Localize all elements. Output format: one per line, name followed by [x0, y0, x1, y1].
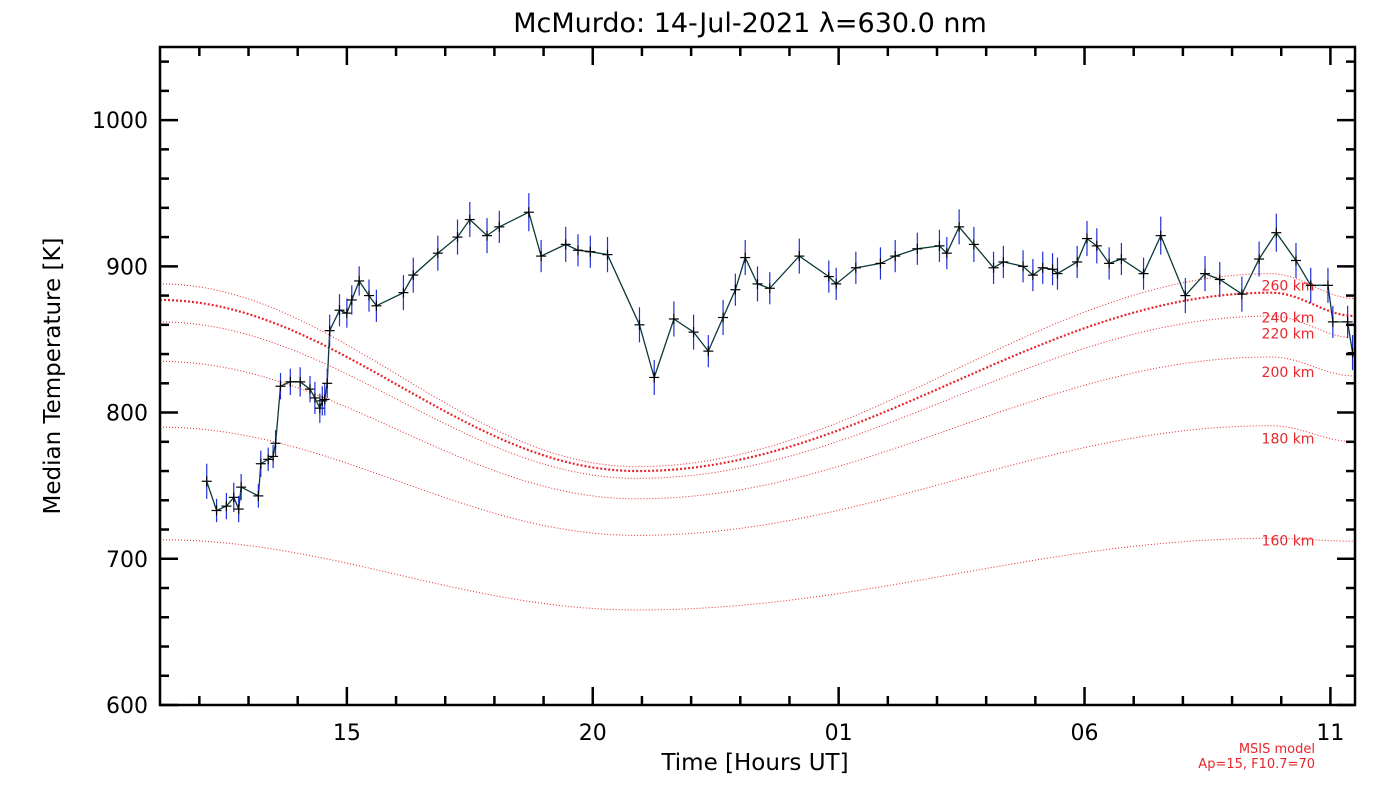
- y-tick-label: 800: [106, 402, 148, 427]
- model-label-180-km: 180 km: [1262, 432, 1315, 448]
- x-tick-label: 15: [333, 721, 361, 746]
- x-axis-ticks: 15 20 01 06 11: [198, 47, 1344, 746]
- model-label-200-km: 200 km: [1262, 365, 1315, 381]
- x-tick-label: 01: [825, 721, 853, 746]
- y-tick-label: 600: [106, 694, 148, 719]
- x-tick-label: 06: [1071, 721, 1099, 746]
- y-axis-ticks: 600 700 800 900 1000: [92, 60, 1355, 719]
- model-label-220-km: 220 km: [1262, 327, 1315, 343]
- observed-line: [206, 211, 1355, 512]
- model-curve-240-km: [160, 291, 1355, 473]
- model-curve-160-km: [160, 537, 1355, 611]
- y-tick-label: 900: [106, 255, 148, 280]
- chart-title: McMurdo: 14-Jul-2021 λ=630.0 nm: [513, 8, 987, 39]
- y-axis-label: Median Temperature [K]: [40, 238, 66, 515]
- model-curve-180-km: [160, 425, 1355, 536]
- plot-frame: [158, 45, 1357, 707]
- y-tick-label: 1000: [92, 109, 148, 134]
- x-axis-label: Time [Hours UT]: [660, 750, 848, 776]
- model-label-260-km: 260 km: [1262, 279, 1315, 295]
- model-curve-220-km: [160, 315, 1355, 479]
- model-curve-200-km: [160, 356, 1355, 500]
- x-tick-label: 20: [579, 721, 607, 746]
- model-note-line1: MSIS model: [1239, 742, 1315, 757]
- observed-series: [201, 193, 1355, 523]
- model-label-240-km: 240 km: [1262, 310, 1315, 326]
- model-label-160-km: 160 km: [1262, 534, 1315, 550]
- y-tick-label: 700: [106, 548, 148, 573]
- model-curves: [160, 273, 1355, 611]
- model-curve-260-km: [160, 273, 1355, 468]
- x-tick-label: 11: [1316, 721, 1344, 746]
- model-note-line2: Ap=15, F10.7=70: [1198, 757, 1315, 772]
